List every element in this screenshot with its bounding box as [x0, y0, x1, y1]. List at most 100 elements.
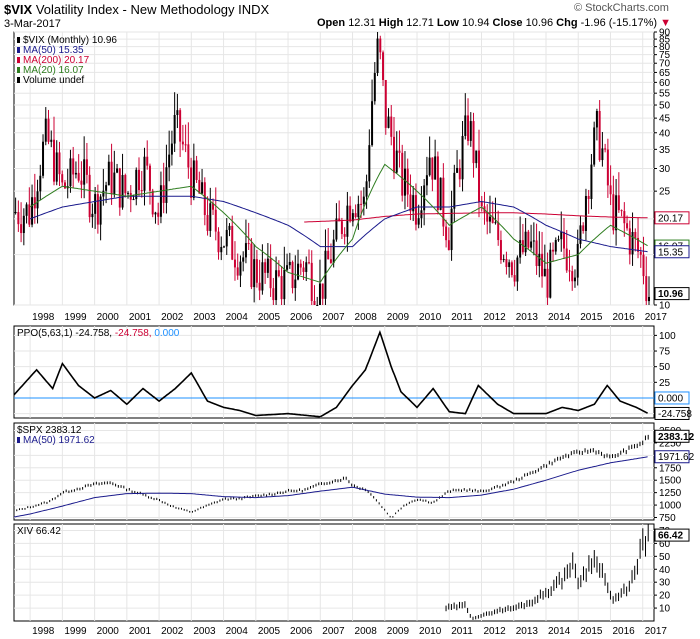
vix-bar-body: [513, 275, 516, 282]
vix-bar-body: [395, 150, 398, 173]
vix-bar-body: [338, 218, 341, 222]
vix-bar-body: [118, 168, 121, 208]
x-tick-label-top: 2015: [580, 312, 603, 323]
legend-ma200-swatch: [17, 57, 20, 63]
vix-bar-body: [582, 225, 585, 231]
vix-bar-body: [357, 203, 360, 218]
legend-ppo-part: -24.758,: [115, 328, 154, 339]
y-tick-label: 25: [659, 378, 671, 389]
vix-bar-body: [297, 263, 300, 280]
vix-bar-body: [601, 148, 604, 161]
x-tick-label-bottom: 2015: [580, 626, 603, 637]
vix-bar-body: [151, 190, 154, 215]
vix-bar-body: [63, 182, 66, 189]
vix-bar-body: [99, 196, 102, 225]
vix-bar-body: [94, 194, 97, 214]
y-tick-label: 20: [659, 591, 671, 602]
vix-bar-body: [201, 182, 204, 194]
x-tick-label-top: 2012: [484, 312, 507, 323]
y-tick-label: 35: [659, 145, 671, 156]
vix-bar-body: [617, 195, 620, 211]
y-tick-label: 65: [659, 68, 671, 79]
vix-bar-body: [83, 159, 86, 185]
vix-bar-body: [116, 168, 119, 173]
vix-bar-body: [409, 194, 412, 212]
vix-bar-body: [576, 243, 579, 278]
legend-vix-swatch: [17, 37, 20, 43]
vix-bar-body: [425, 175, 428, 186]
vix-bar-body: [530, 241, 533, 248]
vix-bar-body: [335, 218, 338, 240]
vix-bar-body: [231, 225, 234, 260]
vix-bar-body: [535, 240, 538, 267]
vix-bar-body: [176, 110, 179, 116]
vix-bar-body: [593, 127, 596, 165]
vix-bar-body: [382, 52, 385, 80]
vix-bar-body: [401, 152, 404, 196]
vix-bar-body: [351, 213, 354, 222]
y-tick-label: 40: [659, 565, 671, 576]
high-label: High: [378, 17, 404, 29]
vix-bar-body: [28, 204, 31, 225]
vix-bar-body: [414, 195, 417, 225]
vix-bar-body: [604, 148, 607, 150]
x-tick-label-top: 2010: [419, 312, 442, 323]
spx-ma50-tag-box: [654, 450, 690, 464]
vix-bar-body: [606, 149, 609, 186]
vix-bar-body: [486, 211, 489, 222]
vix-bar-body: [461, 135, 464, 180]
legend-volume: Volume undef: [23, 75, 84, 86]
vix-bar-body: [318, 283, 321, 305]
ppo-zero-tag: 0.000: [654, 391, 690, 405]
vix-bar-body: [565, 248, 568, 271]
vix-bar-body: [239, 261, 242, 276]
vix-bar-body: [264, 262, 267, 273]
spx-ma50-tag: 1971.62: [654, 450, 695, 464]
vix-bar-body: [88, 174, 91, 218]
y-tick-label: 50: [659, 362, 671, 373]
ppo-line: [13, 329, 648, 418]
vix-bar-body: [469, 121, 472, 141]
y-tick-label: 90: [659, 28, 671, 39]
vix-bar-body: [343, 234, 346, 237]
vix-bar-body: [472, 121, 475, 164]
vix-bar-body: [198, 179, 201, 194]
x-tick-label-bottom: 2000: [97, 626, 120, 637]
vix-bar-body: [217, 231, 220, 253]
spx-ma50-tag-text: 1971.62: [658, 452, 695, 463]
vix-bar-body: [85, 159, 88, 175]
vix-ma50-line: [29, 195, 648, 253]
close-value: 10.96: [525, 17, 554, 29]
vix-bar-body: [595, 111, 598, 128]
vix-bar-body: [516, 257, 519, 282]
vix-bar-body: [242, 257, 245, 262]
vix-bar-body: [236, 267, 239, 276]
vix-bar-body: [261, 262, 264, 291]
vix-bar-body: [58, 152, 61, 175]
x-tick-label-bottom: 1998: [32, 626, 55, 637]
vix-bar-body: [527, 231, 530, 248]
vix-bar-body: [72, 158, 75, 175]
y-tick-label: 750: [659, 513, 676, 524]
panel-frame-1: [13, 325, 655, 419]
vix-bar-body: [554, 240, 557, 252]
low-label: Low: [436, 17, 459, 29]
y-tick-label: 1750: [659, 463, 682, 474]
x-tick-label-top: 2009: [387, 312, 410, 323]
vix-bar-body: [552, 249, 555, 252]
vix-bar-body: [568, 270, 571, 272]
vix-bar-body: [467, 115, 470, 141]
x-tick-label-top: 2014: [548, 312, 571, 323]
x-tick-label-top: 1998: [32, 312, 55, 323]
vix-bar-body: [113, 172, 116, 195]
vix-bar-body: [557, 239, 560, 241]
y-tick-label: 30: [659, 164, 671, 175]
vix-bar-body: [55, 152, 58, 182]
vix-bar-body: [170, 143, 173, 155]
vix-bar-body: [255, 259, 258, 283]
vix-bar-body: [173, 115, 176, 144]
vix-bar-body: [571, 271, 574, 282]
down-arrow-icon: ▼: [660, 17, 672, 29]
vix-bar-body: [458, 167, 461, 180]
vix-bar-body: [209, 203, 212, 231]
